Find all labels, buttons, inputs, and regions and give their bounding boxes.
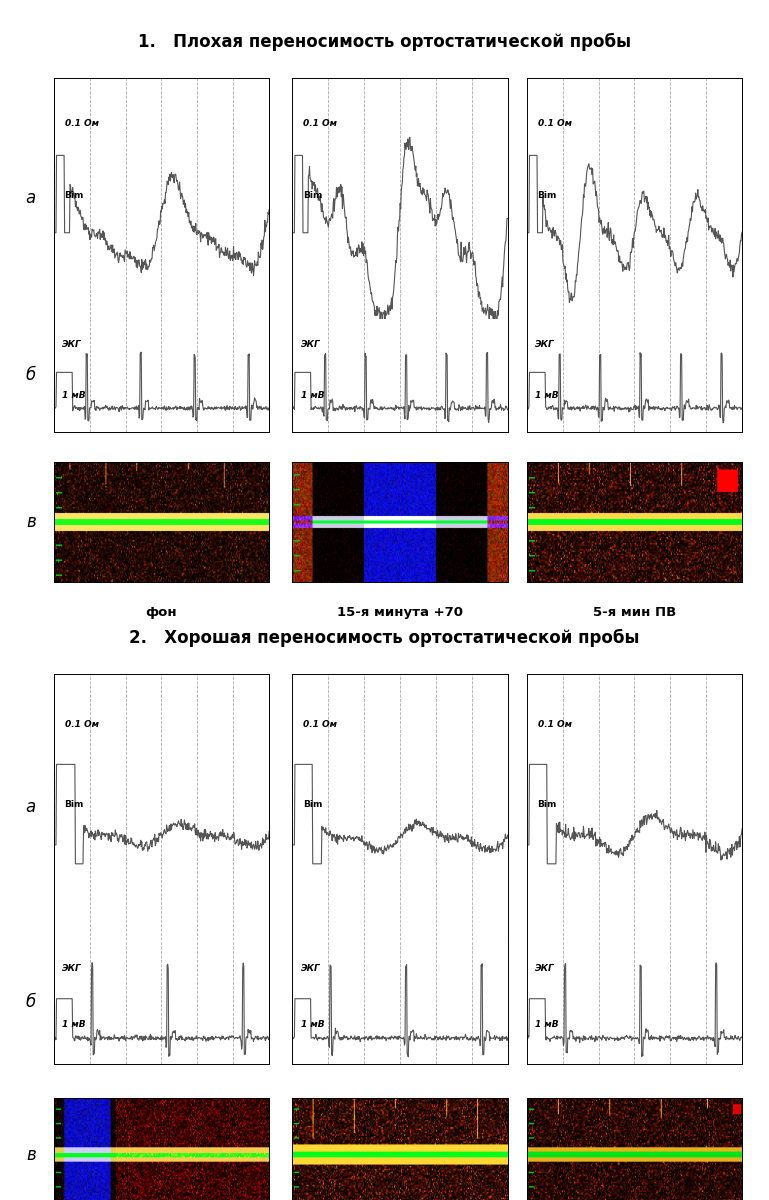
Text: 2.   Хорошая переносимость ортостатической пробы: 2. Хорошая переносимость ортостатической… (129, 629, 640, 648)
Text: ЭКГ: ЭКГ (62, 964, 82, 973)
Text: Bim: Bim (538, 800, 557, 809)
Text: 5-я мин ПВ: 5-я мин ПВ (593, 606, 676, 619)
Text: б: б (25, 994, 36, 1010)
Text: 0.1 Ом: 0.1 Ом (303, 119, 337, 128)
Text: ЭКГ: ЭКГ (301, 964, 321, 973)
Text: 0.1 Ом: 0.1 Ом (538, 720, 571, 730)
Text: ЭКГ: ЭКГ (301, 340, 321, 349)
Text: Bim: Bim (303, 191, 322, 200)
Text: а: а (25, 798, 36, 816)
Text: ЭКГ: ЭКГ (535, 340, 555, 349)
Text: 1 мВ: 1 мВ (62, 1020, 86, 1028)
Text: 15-я минута +70: 15-я минута +70 (337, 606, 463, 619)
Text: фон: фон (145, 606, 178, 619)
Text: 1 мВ: 1 мВ (301, 1020, 325, 1028)
Text: а: а (25, 190, 36, 208)
Text: ЭКГ: ЭКГ (62, 340, 82, 349)
Text: 0.1 Ом: 0.1 Ом (65, 119, 98, 128)
Text: 1 мВ: 1 мВ (535, 1020, 559, 1028)
Text: 1 мВ: 1 мВ (301, 391, 325, 400)
Text: 1.   Плохая переносимость ортостатической пробы: 1. Плохая переносимость ортостатической … (138, 32, 631, 52)
Text: в: в (26, 1146, 35, 1164)
Text: 1 мВ: 1 мВ (535, 391, 559, 400)
Text: 1 мВ: 1 мВ (62, 391, 86, 400)
Text: в: в (26, 512, 35, 530)
Text: Bim: Bim (303, 800, 322, 809)
Text: 0.1 Ом: 0.1 Ом (65, 720, 98, 730)
Text: б: б (25, 366, 36, 384)
Text: Bim: Bim (538, 191, 557, 200)
Text: 0.1 Ом: 0.1 Ом (303, 720, 337, 730)
Text: ЭКГ: ЭКГ (535, 964, 555, 973)
Text: 0.1 Ом: 0.1 Ом (538, 119, 571, 128)
Text: Bim: Bim (65, 191, 84, 200)
Text: Bim: Bim (65, 800, 84, 809)
